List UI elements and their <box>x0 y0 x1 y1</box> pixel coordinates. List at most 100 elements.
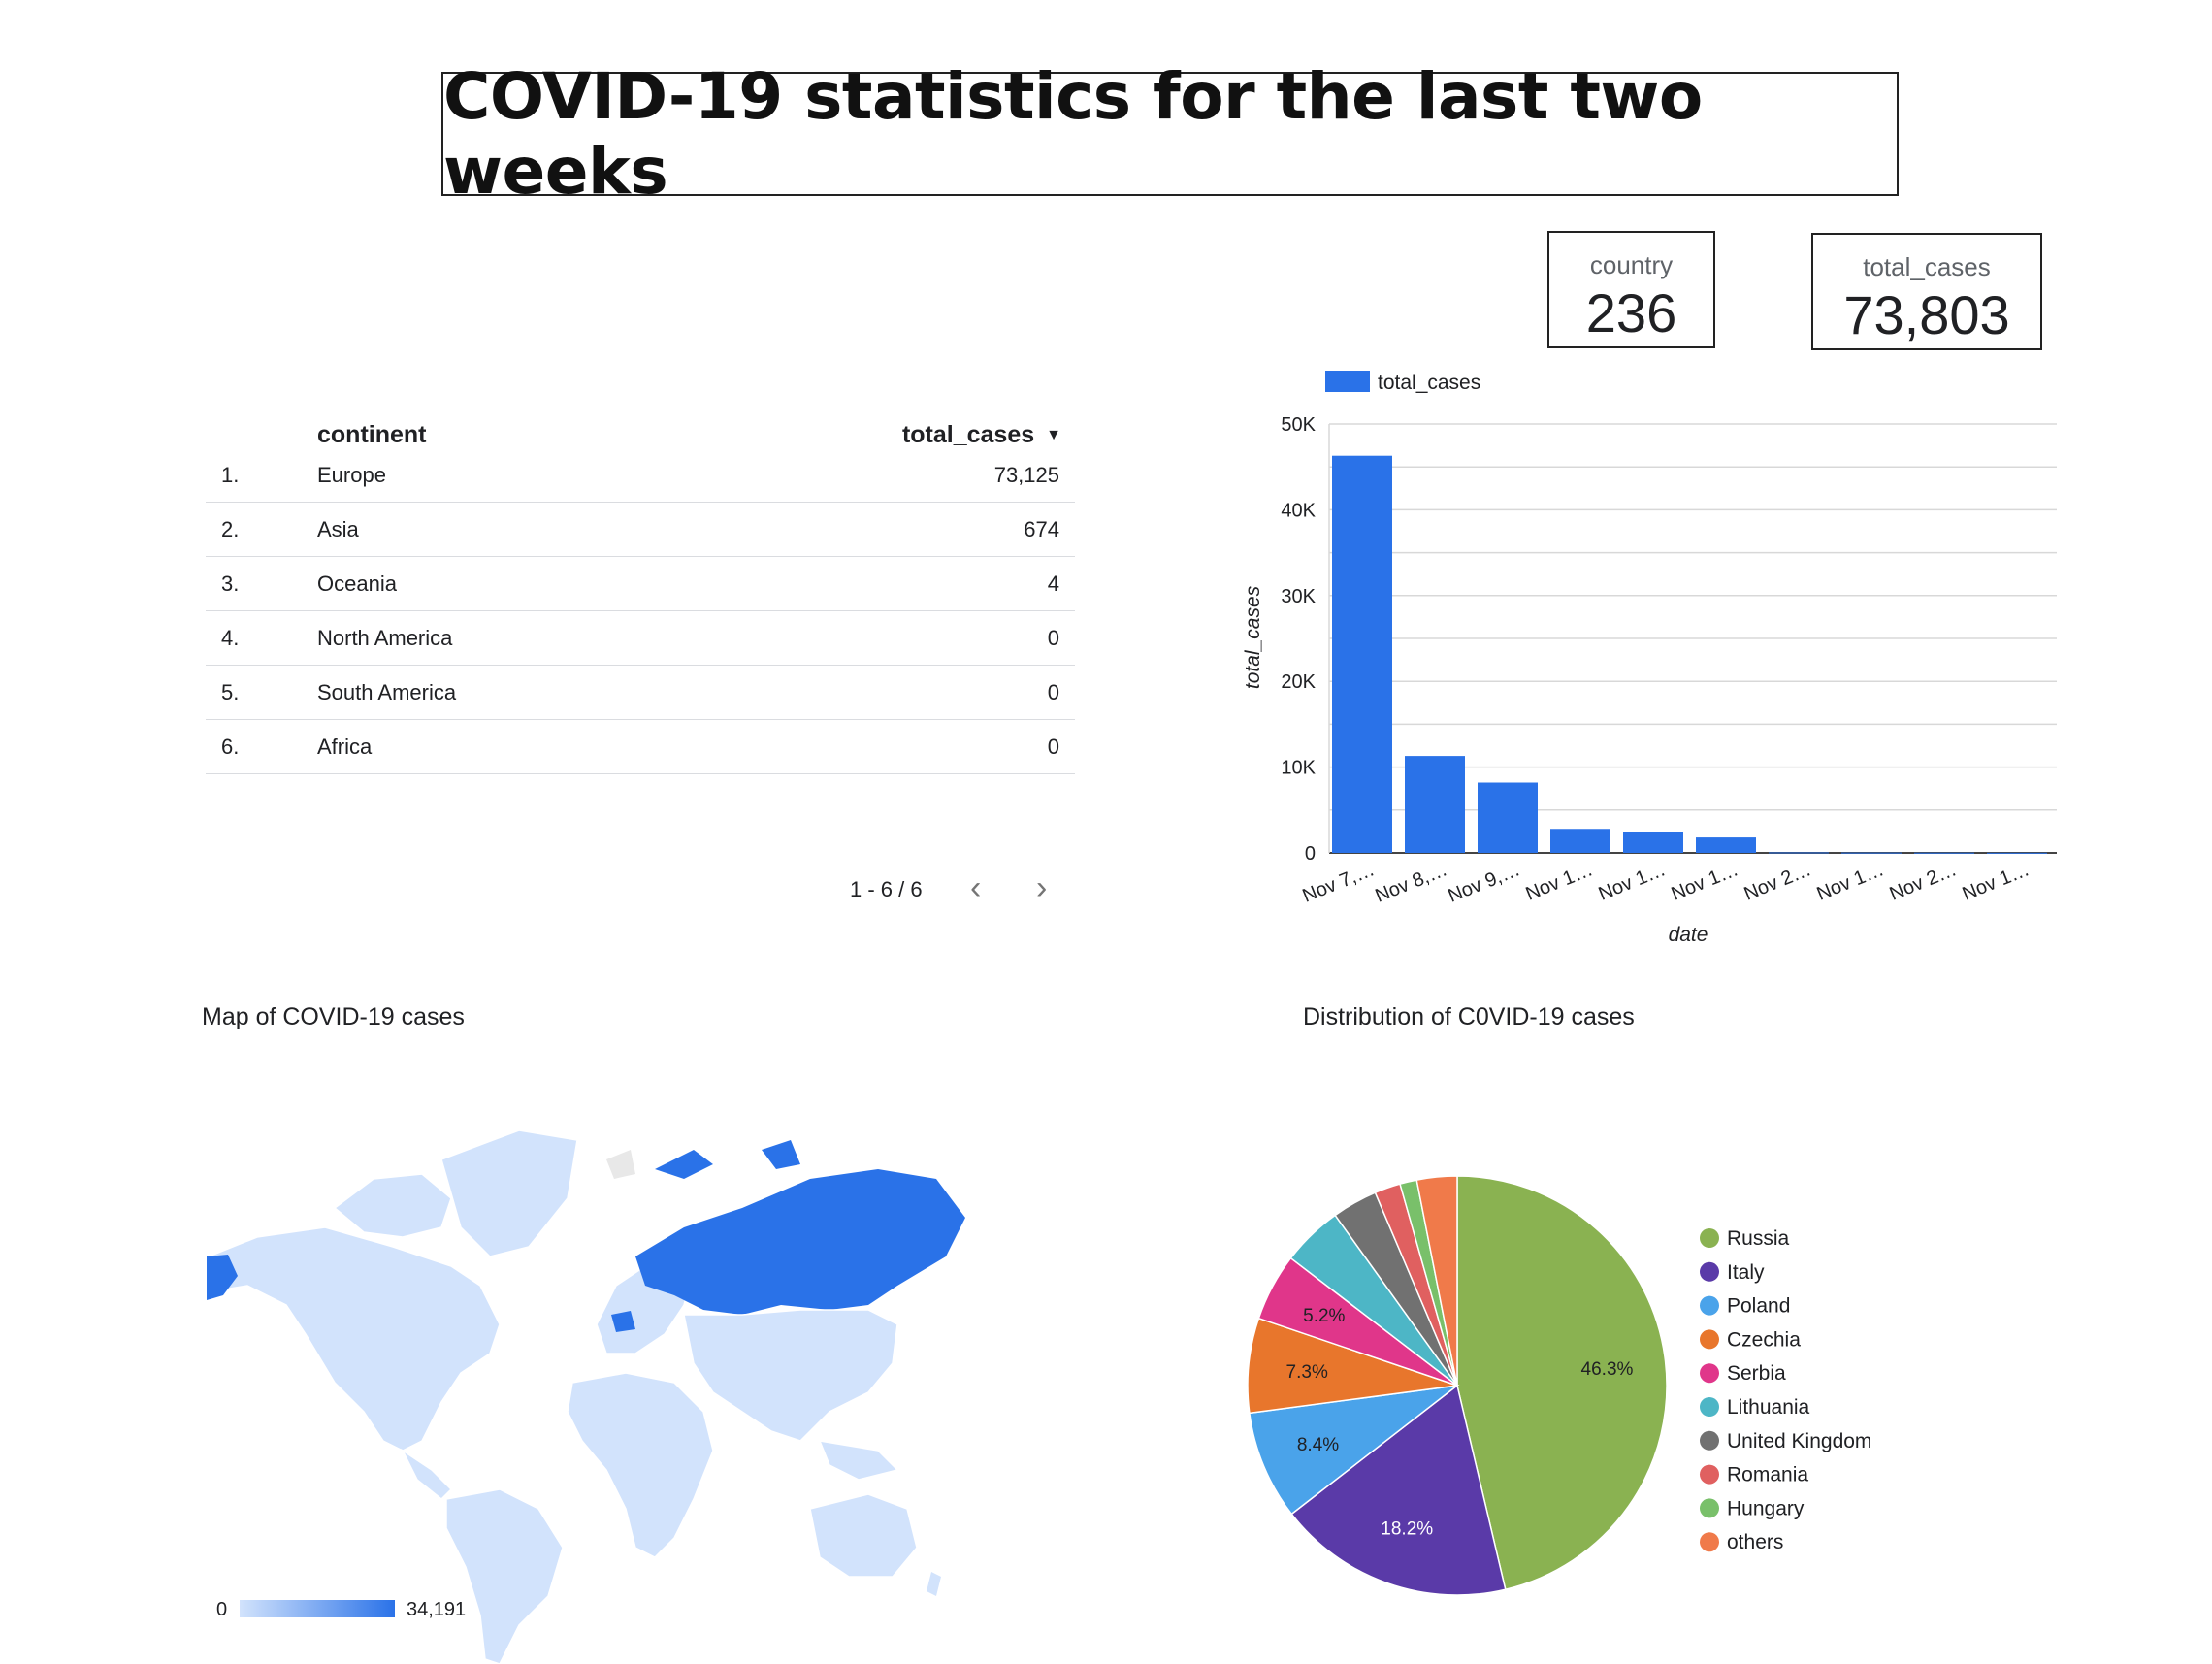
column-header-continent[interactable]: continent <box>317 421 427 448</box>
legend-label[interactable]: Lithuania <box>1727 1396 1810 1419</box>
bar[interactable] <box>1769 852 1829 854</box>
y-tick-label: 40K <box>1281 500 1316 521</box>
row-continent: Europe <box>317 462 386 487</box>
region-europe-highlight[interactable] <box>611 1311 635 1332</box>
legend-dot <box>1700 1430 1719 1451</box>
scorecard-label: country <box>1589 250 1674 279</box>
pie-slice[interactable] <box>1456 1175 1668 1591</box>
dashboard-title-box: COVID-19 statistics for the last two wee… <box>441 59 1899 209</box>
x-tick-label: Nov 2… <box>1887 859 1960 904</box>
legend-label[interactable]: Romania <box>1727 1464 1808 1486</box>
map-color-scale <box>240 1600 395 1617</box>
legend-label[interactable]: others <box>1727 1531 1783 1553</box>
row-index: 4. <box>221 625 240 650</box>
row-continent: Oceania <box>317 571 397 596</box>
table-row[interactable]: 5. South America 0 <box>206 666 1075 720</box>
region-asia[interactable] <box>683 1309 898 1442</box>
legend-label[interactable]: United Kingdom <box>1727 1430 1871 1452</box>
pagination-label: 1 - 6 / 6 <box>850 877 923 901</box>
bar[interactable] <box>1405 756 1465 853</box>
scorecard-value: 73,803 <box>1843 284 2010 345</box>
legend-label: total_cases <box>1378 372 1480 394</box>
x-tick-label: Nov 1… <box>1523 859 1596 904</box>
legend-dot <box>1700 1464 1719 1485</box>
table-row[interactable]: 6. Africa 0 <box>206 720 1075 774</box>
legend-label[interactable]: Poland <box>1727 1295 1790 1318</box>
pie-slice-label: 46.3% <box>1581 1359 1634 1380</box>
legend-label[interactable]: Serbia <box>1727 1362 1786 1385</box>
bar[interactable] <box>1550 829 1610 853</box>
x-tick-label: Nov 1… <box>1814 859 1887 904</box>
bar[interactable] <box>1478 782 1538 853</box>
scorecard-total-cases[interactable]: total_cases 73,803 <box>1811 233 2042 350</box>
bar[interactable] <box>1914 852 1974 854</box>
world-map[interactable]: 0 34,191 <box>199 1121 975 1664</box>
table-row[interactable]: 3. Oceania 4 <box>206 557 1075 611</box>
row-total-cases: 674 <box>1024 516 1059 541</box>
y-axis-title: total_cases <box>1242 585 1264 689</box>
row-continent: South America <box>317 679 457 704</box>
table-row[interactable]: 1. Europe 73,125 <box>206 448 1075 503</box>
region-south-america[interactable] <box>445 1488 564 1664</box>
scorecard-label: total_cases <box>1863 252 1991 281</box>
y-tick-label: 0 <box>1305 843 1316 865</box>
region-russia[interactable] <box>635 1169 965 1315</box>
legend-swatch <box>1325 371 1370 392</box>
pie-slice[interactable] <box>1415 1175 1458 1387</box>
chevron-right-icon[interactable]: › <box>1036 869 1048 906</box>
region-africa[interactable] <box>567 1372 714 1558</box>
row-index: 1. <box>221 462 240 487</box>
table-row[interactable]: 2. Asia 674 <box>206 503 1075 557</box>
region-russia-islands[interactable] <box>762 1140 800 1169</box>
map-scale-max: 34,191 <box>407 1599 466 1620</box>
region-north-america[interactable] <box>208 1226 501 1452</box>
legend-label[interactable]: Czechia <box>1727 1328 1801 1351</box>
region-russia-islands[interactable] <box>655 1150 713 1179</box>
region-australia[interactable] <box>809 1493 918 1578</box>
pie-slice-label: 7.3% <box>1286 1362 1328 1383</box>
continent-table: continent total_cases ▼ 1. Europe 73,125 2. A… <box>206 400 1075 774</box>
table-body: 1. Europe 73,125 2. Asia 674 3. Oceania 4 4. North… <box>206 448 1075 774</box>
row-total-cases: 0 <box>1047 625 1059 650</box>
row-total-cases: 4 <box>1047 571 1059 596</box>
region-new-zealand[interactable] <box>927 1572 941 1596</box>
pie-slice-label: 5.2% <box>1303 1306 1345 1326</box>
legend-label[interactable]: Russia <box>1727 1227 1790 1250</box>
region-alaska-highlight[interactable] <box>207 1255 238 1300</box>
row-continent: Africa <box>317 734 373 759</box>
legend-dot <box>1700 1532 1719 1552</box>
legend-dot <box>1700 1295 1719 1316</box>
bar[interactable] <box>1987 852 2047 854</box>
bar[interactable] <box>1841 852 1902 854</box>
x-axis-title: date <box>1669 924 1708 946</box>
pie-slice[interactable] <box>1249 1384 1460 1516</box>
row-index: 3. <box>221 571 240 596</box>
x-tick-label: Nov 9,… <box>1445 859 1522 907</box>
pie-slice[interactable] <box>1290 1384 1507 1596</box>
bar[interactable] <box>1623 832 1683 853</box>
column-header-total-cases[interactable]: total_cases ▼ <box>901 421 1061 448</box>
pie-chart: 46.3% 18.2% 8.4% 7.3% 5.2% Russia Italy Poland… <box>1247 1175 1871 1596</box>
row-total-cases: 0 <box>1047 734 1059 759</box>
bar[interactable] <box>1332 455 1392 853</box>
scorecard-value: 236 <box>1585 282 1677 343</box>
table-row[interactable]: 4. North America 0 <box>206 611 1075 666</box>
x-tick-label: Nov 1… <box>1960 859 2033 904</box>
bar[interactable] <box>1696 837 1756 853</box>
caret-down-icon[interactable]: ▼ <box>1046 427 1061 443</box>
legend-label[interactable]: Italy <box>1727 1261 1765 1284</box>
map-title: Map of COVID-19 cases <box>202 1003 465 1030</box>
region-central-america[interactable] <box>401 1448 453 1501</box>
legend-dot <box>1700 1397 1719 1417</box>
pie-slice[interactable] <box>1247 1317 1458 1415</box>
chevron-left-icon[interactable]: ‹ <box>970 869 982 906</box>
scorecard-country[interactable]: country 236 <box>1547 231 1715 348</box>
legend-dot <box>1700 1329 1719 1350</box>
region-southeast-asia[interactable] <box>818 1440 899 1481</box>
row-index: 6. <box>221 734 240 759</box>
bar-chart: total_cases 0 10K 20K 30K 40K 50K Nov 7,…Nov 8… <box>1242 371 2057 946</box>
region-greenland[interactable] <box>440 1129 578 1257</box>
legend-dot <box>1700 1228 1719 1248</box>
region-arctic-islands[interactable] <box>333 1173 452 1238</box>
legend-label[interactable]: Hungary <box>1727 1497 1805 1519</box>
